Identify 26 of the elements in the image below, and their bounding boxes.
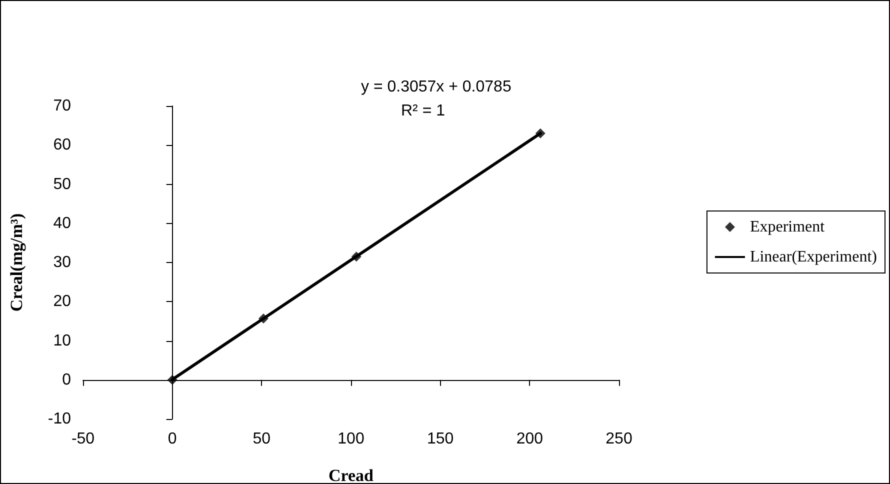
x-tick-label: 0 xyxy=(168,430,177,448)
y-tick-label: 40 xyxy=(53,214,72,232)
x-axis-title: Cread xyxy=(328,466,374,484)
text: y = 0.3057x + 0.0785 xyxy=(361,78,512,96)
x-tick-label: 50 xyxy=(252,430,271,448)
x-tick-label: 150 xyxy=(426,430,454,448)
y-tick-label: -10 xyxy=(48,410,72,428)
point xyxy=(167,374,178,385)
y-tick-label: 20 xyxy=(53,293,72,310)
annotation: R² = 1 xyxy=(401,102,446,120)
y-tick-label: 30 xyxy=(53,254,72,271)
x-tick-label: 100 xyxy=(338,430,364,448)
y-tick-label: 50 xyxy=(53,176,72,193)
legend-label: Experiment xyxy=(750,218,826,236)
y-tick-label: 10 xyxy=(53,332,72,350)
y-tick-label: 60 xyxy=(53,136,72,154)
point xyxy=(535,128,546,138)
y-tick-label: 70 xyxy=(53,98,72,114)
x-tick-label: -50 xyxy=(71,430,95,448)
legend-label: Linear(Experiment) xyxy=(750,248,877,266)
y-axis-title: Creal(mg/m³) xyxy=(7,213,26,312)
point xyxy=(258,313,268,324)
y-tick-label: 0 xyxy=(62,371,72,388)
x-tick-label: 200 xyxy=(516,430,544,448)
point xyxy=(351,252,362,262)
x-tick-label: 250 xyxy=(606,430,632,448)
